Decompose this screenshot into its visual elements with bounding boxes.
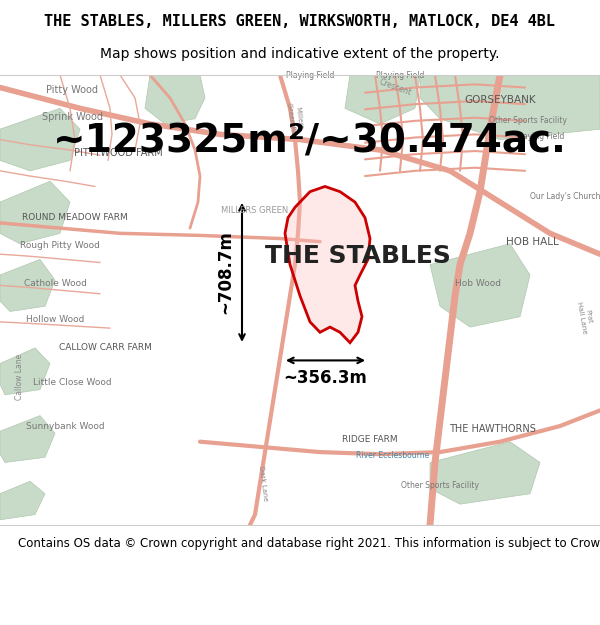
Text: River Ecclesbourne: River Ecclesbourne	[356, 451, 430, 460]
Polygon shape	[0, 181, 70, 244]
Text: Our Lady's Church: Our Lady's Church	[530, 192, 600, 201]
Text: Rough Pitty Wood: Rough Pitty Wood	[20, 241, 100, 251]
Text: Playing Field: Playing Field	[286, 71, 334, 79]
Text: Crescent: Crescent	[377, 78, 412, 98]
Text: CALLOW CARR FARM: CALLOW CARR FARM	[59, 343, 151, 352]
Text: Dark Lane: Dark Lane	[258, 465, 268, 501]
Polygon shape	[285, 186, 370, 342]
Text: Little Close Wood: Little Close Wood	[32, 378, 112, 387]
Text: Playing Field: Playing Field	[516, 132, 564, 141]
Polygon shape	[0, 259, 55, 311]
Text: PITTYWOOD FARM: PITTYWOOD FARM	[74, 148, 163, 158]
Polygon shape	[420, 75, 600, 139]
Text: Hollow Wood: Hollow Wood	[26, 315, 84, 324]
Text: Playing Field: Playing Field	[376, 71, 424, 79]
Polygon shape	[0, 481, 45, 520]
Text: Sunnybank Wood: Sunnybank Wood	[26, 421, 104, 431]
Polygon shape	[430, 244, 530, 327]
Text: RIDGE FARM: RIDGE FARM	[342, 435, 398, 444]
Text: Prat
Hall Lane: Prat Hall Lane	[576, 299, 594, 334]
Text: Pitty Wood: Pitty Wood	[46, 84, 98, 94]
Text: Other Sports Facility: Other Sports Facility	[489, 116, 567, 126]
Text: THE HAWTHORNS: THE HAWTHORNS	[449, 424, 535, 434]
Polygon shape	[0, 416, 55, 462]
Text: ROUND MEADOW FARM: ROUND MEADOW FARM	[22, 213, 128, 222]
Text: Sprink Wood: Sprink Wood	[41, 112, 103, 122]
Text: Millers
Green Rd: Millers Green Rd	[286, 102, 304, 136]
Text: Map shows position and indicative extent of the property.: Map shows position and indicative extent…	[100, 47, 500, 61]
Text: Other Sports Facility: Other Sports Facility	[401, 481, 479, 490]
Text: HOB HALL: HOB HALL	[506, 237, 559, 247]
Text: Cathole Wood: Cathole Wood	[23, 279, 86, 288]
Text: Callow Lane: Callow Lane	[16, 354, 25, 400]
Text: ~123325m²/~30.474ac.: ~123325m²/~30.474ac.	[53, 122, 567, 161]
Text: Contains OS data © Crown copyright and database right 2021. This information is : Contains OS data © Crown copyright and d…	[18, 537, 600, 550]
Polygon shape	[145, 75, 205, 124]
Polygon shape	[0, 108, 80, 171]
Text: THE STABLES: THE STABLES	[265, 244, 451, 268]
Text: GORSEYBANK: GORSEYBANK	[464, 95, 536, 105]
Text: Hob Wood: Hob Wood	[455, 279, 501, 288]
Text: ~708.7m: ~708.7m	[216, 231, 234, 314]
Polygon shape	[345, 75, 420, 124]
Text: THE STABLES, MILLERS GREEN, WIRKSWORTH, MATLOCK, DE4 4BL: THE STABLES, MILLERS GREEN, WIRKSWORTH, …	[44, 14, 556, 29]
Text: MILLERS GREEN: MILLERS GREEN	[221, 206, 289, 215]
Polygon shape	[0, 348, 50, 395]
Text: ~356.3m: ~356.3m	[284, 369, 367, 387]
Polygon shape	[430, 442, 540, 504]
